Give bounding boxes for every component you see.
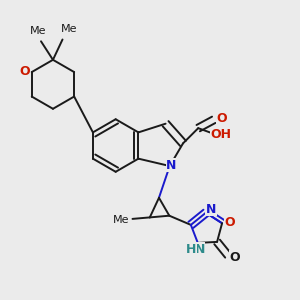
Text: H: H [186,243,196,256]
Text: O: O [217,112,227,125]
Text: N: N [206,202,216,216]
Text: O: O [224,216,235,229]
Text: Me: Me [61,24,77,34]
Text: Me: Me [30,26,47,36]
Text: Me: Me [112,215,129,225]
Text: OH: OH [211,128,232,141]
Text: N: N [166,159,177,172]
Text: N: N [194,243,205,256]
Text: O: O [19,65,30,78]
Text: O: O [229,250,240,264]
